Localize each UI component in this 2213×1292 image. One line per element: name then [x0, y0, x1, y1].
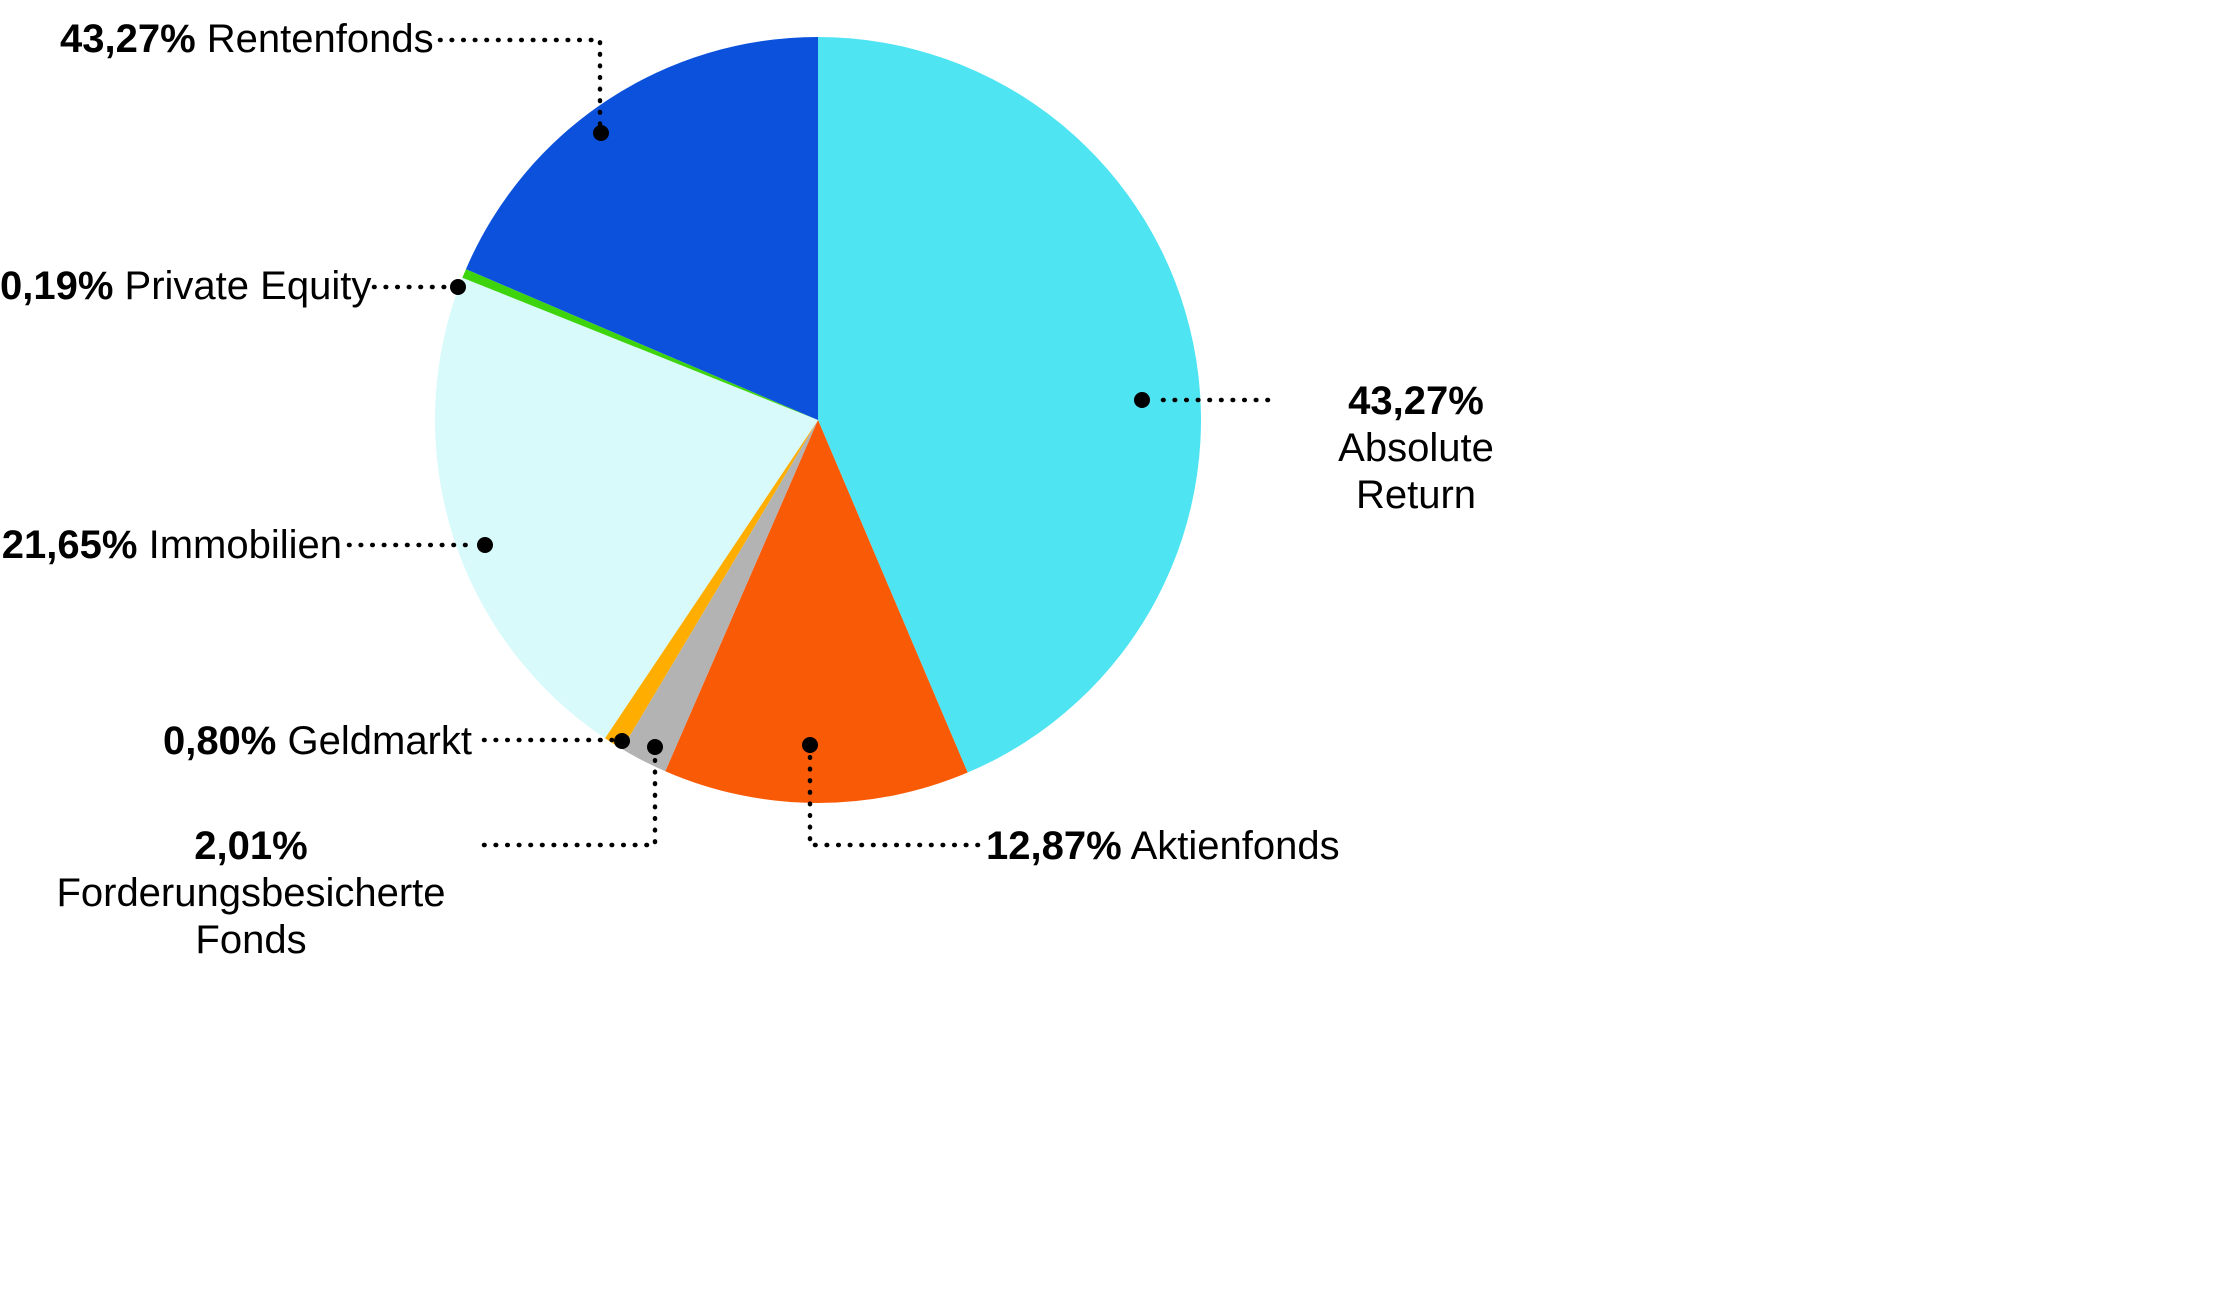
pie-slices-group	[435, 37, 1201, 803]
leader-rentenfonds	[437, 37, 603, 129]
label-aktienfonds: 12,87% Aktienfonds	[986, 823, 1340, 870]
leader-aktienfonds	[807, 751, 981, 848]
pie-slice-immobilien	[435, 277, 818, 739]
label-geldmarkt-pct: 0,80%	[162, 719, 277, 763]
pie-slice-absolute-return	[818, 37, 1201, 773]
label-absolute-return: 43,27% Absolute Return	[1278, 378, 1554, 520]
pie-slice-rentenfonds	[465, 37, 818, 420]
label-private-equity-pct: 0,19%	[0, 264, 114, 308]
pie-slice-geldmarkt	[604, 420, 818, 749]
label-immobilien-pct: 21,65%	[1, 523, 138, 567]
leader-forderungsbesicherte	[481, 753, 658, 848]
label-rentenfonds-name: Rentenfonds	[206, 17, 434, 61]
leader-dot-rentenfonds	[593, 125, 609, 141]
leader-dot-absolute-return	[1134, 392, 1150, 408]
leader-dot-geldmarkt	[614, 733, 630, 749]
label-private-equity-name: Private Equity	[124, 264, 372, 308]
label-rentenfonds: 43,27% Rentenfonds	[60, 16, 434, 63]
leader-dot-aktienfonds	[802, 737, 818, 753]
leader-dot-private-equity	[450, 279, 466, 295]
pie-slice-private-equity	[462, 269, 818, 420]
label-geldmarkt-name: Geldmarkt	[287, 719, 473, 763]
label-absolute-return-pct: 43,27%	[1348, 379, 1484, 423]
label-geldmarkt: 0,80% Geldmarkt	[0, 718, 472, 765]
label-forderungsbesicherte: 2,01% Forderungsbesicherte Fonds	[20, 823, 482, 965]
label-private-equity: 0,19% Private Equity	[0, 263, 371, 310]
label-rentenfonds-pct: 43,27%	[60, 17, 196, 61]
leader-dot-forderungsbesicherte	[647, 739, 663, 755]
label-forderungsbesicherte-pct: 2,01%	[194, 824, 308, 868]
leader-dot-immobilien	[477, 537, 493, 553]
pie-slice-forderungsbesicherte-fonds	[621, 420, 818, 772]
pie-slice-aktienfonds	[665, 420, 968, 803]
label-immobilien-name: Immobilien	[148, 523, 342, 567]
leader-lines-group	[346, 37, 1271, 848]
label-forderungsbesicherte-name: Forderungsbesicherte Fonds	[56, 871, 446, 963]
label-absolute-return-name: Absolute Return	[1338, 426, 1494, 518]
label-immobilien: 21,65% Immobilien	[0, 522, 342, 569]
label-aktienfonds-name: Aktienfonds	[1130, 824, 1340, 868]
label-aktienfonds-pct: 12,87%	[986, 824, 1122, 868]
